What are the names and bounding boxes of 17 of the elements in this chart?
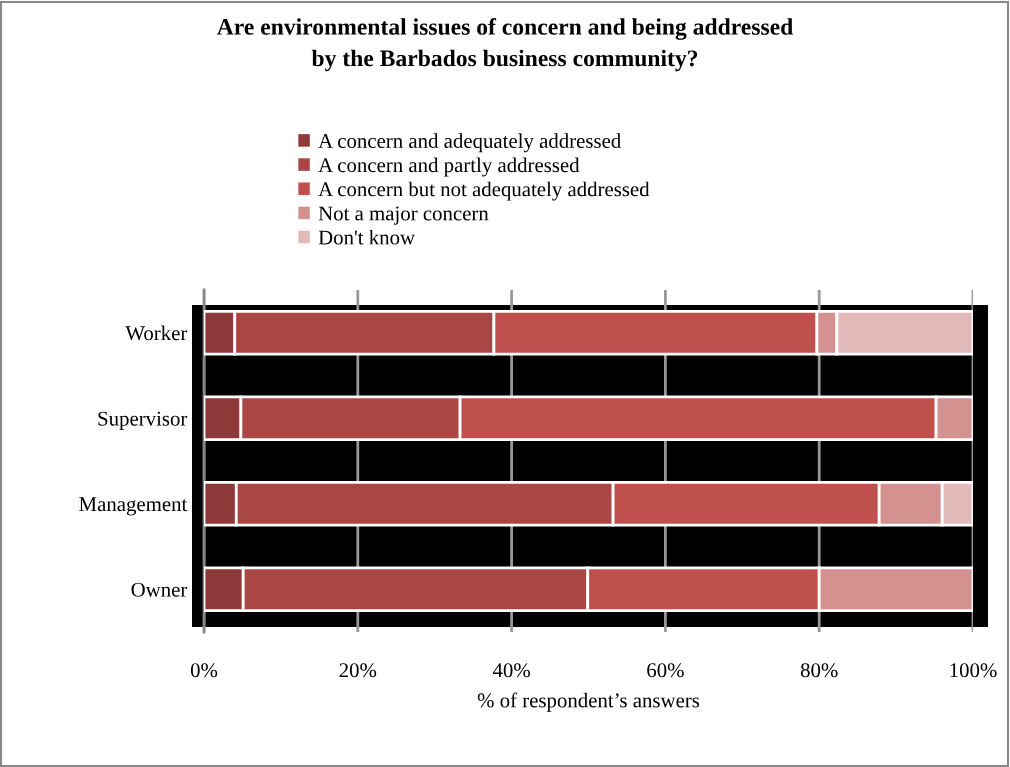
y-tick-label: Owner [131,582,188,597]
x-tick-label: 20% [339,663,377,678]
y-tick-label: Management [79,497,188,516]
legend-label: A concern but not adequately addressed [318,181,650,201]
x-tick-label: 40% [492,663,530,678]
y-tick-label: Supervisor [98,411,188,430]
legend-label: A concern and adequately addressed [318,133,621,153]
x-tick-label: 100% [950,663,997,678]
y-tick-label: Worker [125,325,188,341]
x-tick-label: 60% [647,663,684,678]
chart-title: Are environmental issues of concern and being addressed by the Barbados business community? [216,18,794,72]
x-axis-title: % of respondent’s answers [477,692,700,712]
legend-label: A concern and partly addressed [318,157,580,177]
legend-label: Don't know [318,229,415,245]
x-tick-label: 0% [190,663,218,678]
legend-label: Not a major concern [318,206,489,225]
x-tick-label: 80% [800,663,838,678]
